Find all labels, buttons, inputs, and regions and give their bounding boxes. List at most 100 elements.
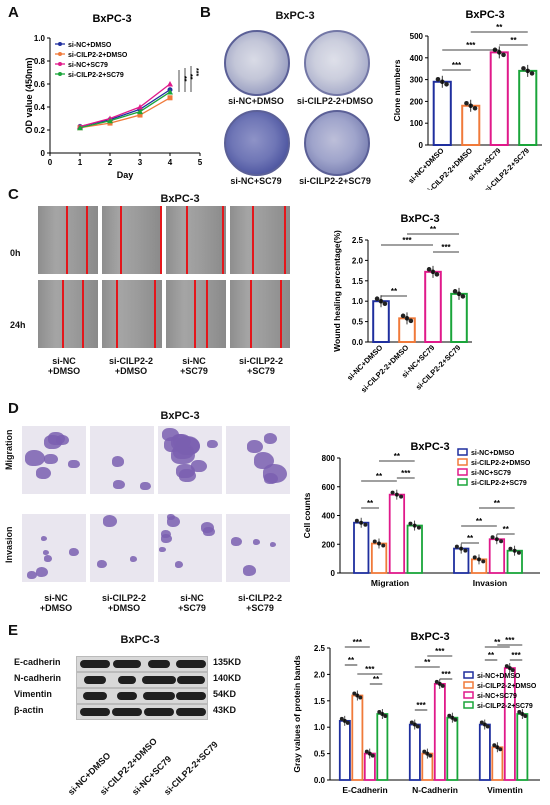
data-point (447, 713, 452, 718)
x-tick-label: si-CILP2-2+SC79 (414, 343, 463, 392)
data-point (422, 749, 427, 754)
wound-image (166, 206, 226, 274)
bar (376, 713, 389, 781)
data-point (354, 518, 359, 523)
colony-plate (304, 30, 370, 96)
wound-edge-line (250, 280, 252, 348)
stained-cell-cluster (206, 439, 219, 449)
y-axis-label: OD value (450nm) (24, 57, 34, 133)
blot-protein-label: Vimentin (14, 689, 52, 699)
d-transwell-title: BxPC-3 (160, 410, 200, 422)
gray-values-bar-chart: BxPC-3 0.0 0.5 1.0 1.5 2.0 2.5 Gray values of p… (292, 631, 540, 795)
c-wound-title: BxPC-3 (160, 193, 200, 205)
x-tick-label: si-CILP2-2+DMSO (423, 146, 474, 190)
legend-label: si-NC+SC79 (477, 693, 517, 700)
wound-col-label: si-NC +DMSO (47, 356, 81, 376)
data-point (485, 724, 490, 729)
blot-protein-label: E-cadherin (14, 657, 61, 667)
wound-edge-line (86, 206, 88, 274)
wound-edge-line (280, 280, 282, 348)
stained-cell-cluster (35, 466, 52, 480)
data-point (372, 539, 377, 544)
wound-healing-bar-chart: BxPC-3 0.0 0.5 1.0 1.5 2.0 2.5 Wound healing pe… (332, 213, 472, 394)
data-point (463, 548, 468, 553)
bar (353, 521, 370, 574)
legend-label: si-NC+DMSO (477, 673, 521, 680)
stained-cell-cluster (68, 459, 80, 469)
data-point (490, 535, 495, 540)
stained-cell-cluster (35, 566, 49, 578)
data-point (492, 743, 497, 748)
wound-edge-line (206, 280, 208, 348)
protein-band (176, 660, 206, 668)
stained-cell-cluster (253, 452, 275, 469)
stained-cell-cluster (171, 445, 195, 465)
wound-edge-line (154, 280, 156, 348)
data-point (358, 695, 363, 700)
stained-cell-cluster (103, 515, 118, 527)
plate-label: si-CILP2-2+DMSO (296, 96, 374, 106)
x-tick-label: 4 (168, 158, 173, 167)
chart-title: BxPC-3 (410, 631, 449, 643)
bar (478, 723, 491, 781)
y-axis-label: Wound healing percentage(%) (332, 230, 342, 352)
data-point (529, 71, 535, 76)
wound-col-label: si-CILP2-2 +DMSO (108, 356, 153, 376)
bar (450, 292, 468, 344)
data-point (523, 714, 528, 718)
blot-size-label: 135KD (213, 657, 242, 667)
y-tick-label: 100 (410, 119, 424, 128)
blot-protein-label: N-cadherin (14, 673, 62, 683)
x-tick-label: 3 (138, 158, 143, 167)
bar (408, 723, 421, 781)
chart-title: BxPC-3 (410, 441, 449, 453)
bar (372, 300, 390, 343)
blot-lane-label: si-CILP2-2+DMSO (98, 736, 160, 798)
sig-label: ** (391, 287, 398, 296)
sig-label: *** (441, 670, 451, 679)
y-tick-label: 0.0 (352, 338, 364, 347)
sig-label: *** (511, 651, 521, 660)
stained-cell-cluster (111, 456, 125, 467)
data-point (377, 710, 382, 714)
stained-cell-cluster (26, 571, 37, 580)
data-point (434, 679, 439, 684)
wound-edge-line (186, 206, 188, 274)
cell-counts-bar-chart: BxPC-3 0 200 400 600 800 Cell counts Migration I… (302, 441, 540, 588)
panel-label-e: E (8, 622, 19, 639)
sig-label: ** (424, 658, 431, 667)
sig-label: *** (452, 61, 462, 70)
x-tick-label: Migration (371, 578, 409, 588)
data-point (440, 683, 445, 688)
wound-row-0h: 0h (10, 248, 21, 258)
data-point (167, 89, 173, 95)
wound-edge-line (116, 280, 118, 348)
transwell-image (158, 426, 222, 494)
sig-label: ** (180, 76, 187, 82)
data-point (400, 313, 406, 319)
protein-band (143, 692, 175, 700)
wound-image (230, 280, 290, 348)
blot-protein-label: β-actin (14, 705, 44, 715)
wound-image (38, 280, 98, 348)
chart-title: BxPC-3 (400, 213, 439, 225)
legend-label: si-CILP2-2+SC79 (471, 480, 527, 487)
e-blot-title: BxPC-3 (120, 634, 160, 646)
protein-band (83, 692, 107, 700)
stained-cell-cluster (200, 521, 215, 533)
data-point (510, 668, 515, 673)
sig-label: *** (435, 647, 445, 656)
legend-label: si-CILP2-2+SC79 (68, 72, 124, 79)
blot-lane-label: si-CILP2-2+SC79 (162, 739, 220, 798)
data-point (352, 691, 357, 696)
bar (388, 493, 406, 574)
y-tick-label: 0.2 (34, 126, 46, 135)
stained-cell-cluster (44, 555, 52, 562)
data-point (508, 546, 513, 551)
wound-col-label: si-CILP2-2 +SC79 (238, 356, 283, 376)
wound-edge-line (82, 280, 84, 348)
stained-cell-cluster (25, 450, 45, 466)
wound-image (230, 206, 290, 274)
y-tick-label: 0 (419, 141, 424, 150)
data-point (408, 521, 413, 526)
